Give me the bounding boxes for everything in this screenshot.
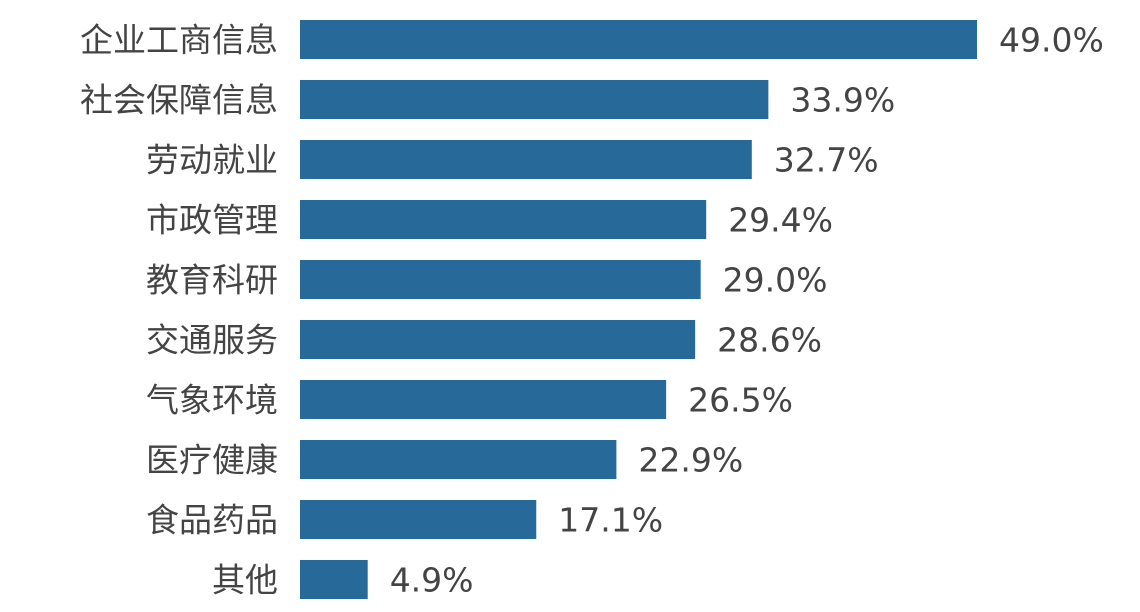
category-label: 其他	[212, 561, 278, 600]
category-label: 交通服务	[146, 321, 278, 360]
value-label: 33.9%	[790, 81, 895, 120]
category-label: 医疗健康	[146, 441, 278, 480]
value-label: 22.9%	[638, 441, 743, 480]
value-label: 4.9%	[390, 561, 474, 600]
value-label: 29.0%	[723, 261, 828, 300]
value-label: 49.0%	[999, 21, 1104, 60]
value-label: 26.5%	[688, 381, 793, 420]
bar	[300, 200, 707, 239]
bar	[300, 80, 769, 119]
category-label: 食品药品	[146, 501, 278, 540]
bar	[300, 320, 696, 359]
bar	[300, 560, 368, 599]
category-label: 气象环境	[146, 381, 278, 420]
value-label: 32.7%	[774, 141, 879, 180]
bar	[300, 20, 977, 59]
value-label: 29.4%	[728, 201, 833, 240]
category-label: 社会保障信息	[80, 81, 278, 120]
category-label: 市政管理	[146, 201, 278, 240]
bar	[300, 140, 752, 179]
value-label: 28.6%	[717, 321, 822, 360]
category-label: 教育科研	[146, 261, 278, 300]
category-label: 劳动就业	[146, 141, 278, 180]
bar	[300, 500, 537, 539]
bar	[300, 260, 701, 299]
bar	[300, 380, 667, 419]
category-label: 企业工商信息	[80, 21, 278, 60]
value-label: 17.1%	[558, 501, 663, 540]
bar	[300, 440, 617, 479]
